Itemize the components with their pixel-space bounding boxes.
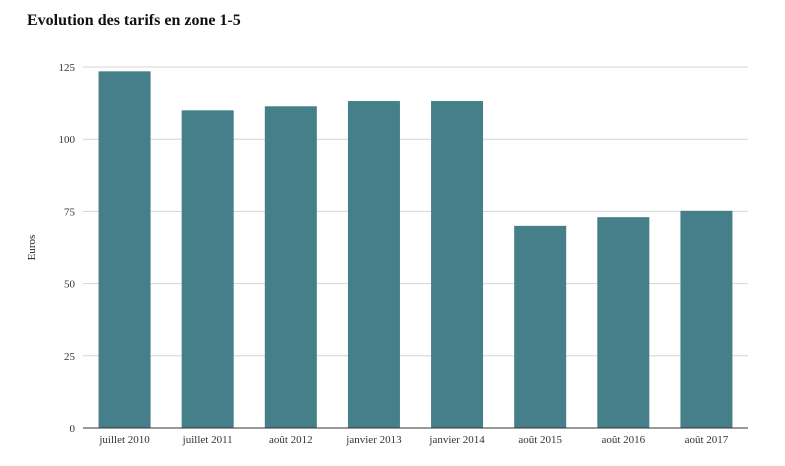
y-tick-label: 100	[59, 134, 76, 146]
y-tick-label: 50	[64, 279, 76, 291]
x-tick-label: janvier 2014	[428, 434, 485, 446]
bar-5	[431, 101, 484, 428]
bar-7	[597, 217, 650, 428]
x-tick-label: juillet 2011	[182, 434, 233, 446]
x-tick-label: août 2012	[269, 434, 313, 446]
x-tick-label: janvier 2013	[345, 434, 402, 446]
y-axis-label: Euros	[26, 235, 38, 261]
x-tick-label: août 2016	[601, 434, 645, 446]
y-tick-label: 75	[64, 206, 76, 218]
y-tick-label: 125	[59, 62, 76, 74]
y-axis-ticks: 0 25 50 75 100 125	[59, 62, 76, 435]
x-tick-label: juillet 2010	[98, 434, 150, 446]
y-tick-label: 0	[70, 423, 76, 435]
bar-4	[347, 101, 400, 428]
chart-title: Evolution des tarifs en zone 1-5	[27, 12, 241, 29]
y-tick-label: 25	[64, 351, 76, 363]
x-tick-label: août 2015	[518, 434, 562, 446]
bar-2	[181, 110, 234, 428]
x-axis-ticks: juillet 2010 juillet 2011 août 2012 janvier…	[98, 434, 728, 446]
bar-3	[264, 106, 317, 429]
bar-8	[680, 210, 733, 428]
bars	[98, 71, 733, 429]
x-tick-label: août 2017	[685, 434, 729, 446]
bar-6	[514, 225, 567, 428]
bar-1	[98, 71, 151, 428]
